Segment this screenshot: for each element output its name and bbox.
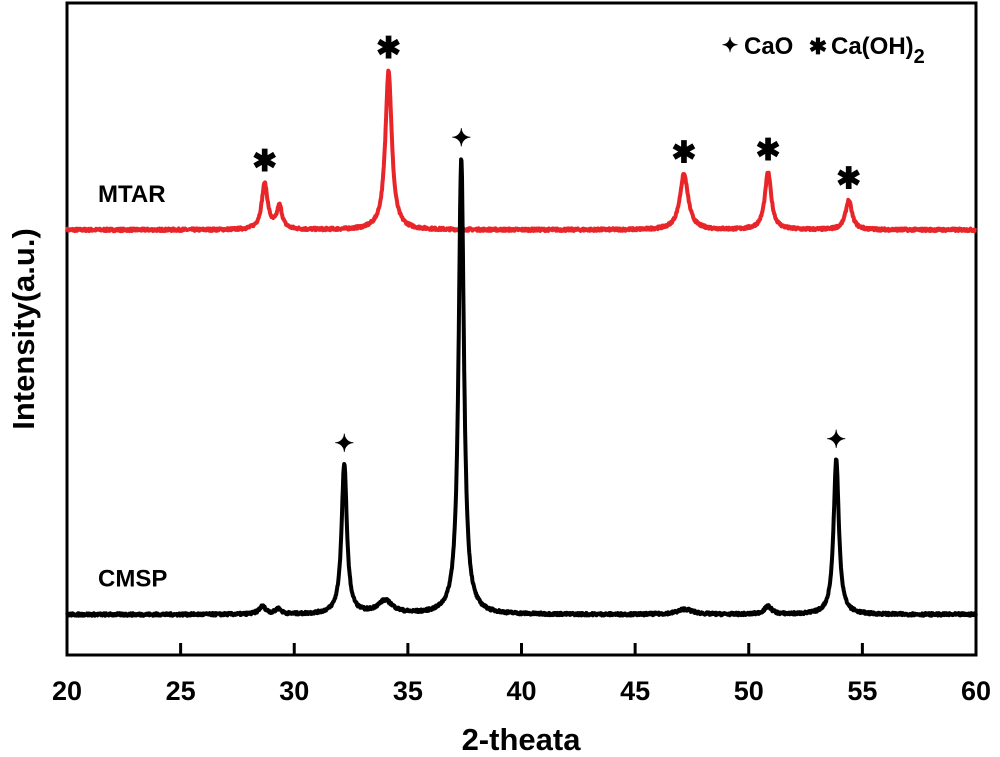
y-axis-label: Intensity(a.u.) <box>6 228 41 430</box>
legend-caoh2-base: Ca(OH) <box>831 33 914 60</box>
series-label-cmsp: CMSP <box>98 566 167 593</box>
peak-marker-layer: ✱ ✱ ✱ ✱ ✱ ✦ ✦ ✦ <box>252 32 861 458</box>
legend-caoh2-symbol: ✱ <box>809 34 827 59</box>
series-line-mtar <box>65 68 978 234</box>
peak-marker: ✱ <box>671 136 696 169</box>
x-tick-label: 60 <box>961 676 991 706</box>
x-axis-ticks: 20 25 30 35 40 45 50 55 60 <box>52 643 991 706</box>
peak-marker: ✱ <box>836 162 861 195</box>
series-label-layer: MTAR CMSP <box>98 181 167 593</box>
peak-marker: ✱ <box>252 145 277 178</box>
peak-marker: ✱ <box>755 134 780 167</box>
x-tick-label: 50 <box>734 676 764 706</box>
legend: ✦ CaO ✱ Ca(OH)2 <box>722 33 925 68</box>
x-tick-label: 40 <box>506 676 536 706</box>
legend-caoh2-subscript: 2 <box>914 46 925 68</box>
x-tick-label: 45 <box>620 676 650 706</box>
x-tick-label: 30 <box>279 676 309 706</box>
peak-marker: ✦ <box>334 431 354 458</box>
x-axis-label: 2-theata <box>462 722 582 757</box>
series-label-mtar: MTAR <box>98 181 166 208</box>
legend-cao-symbol: ✦ <box>722 35 739 57</box>
legend-caoh2-label: Ca(OH)2 <box>831 33 925 68</box>
series-line-cmsp <box>65 157 978 618</box>
peak-marker: ✱ <box>376 32 401 65</box>
x-tick-label: 25 <box>166 676 196 706</box>
x-tick-label: 55 <box>847 676 877 706</box>
series-layer <box>65 68 978 618</box>
peak-marker: ✦ <box>451 125 471 152</box>
x-tick-label: 20 <box>52 676 82 706</box>
x-tick-label: 35 <box>393 676 423 706</box>
peak-marker: ✦ <box>826 426 846 453</box>
legend-cao-label: CaO <box>744 33 793 60</box>
